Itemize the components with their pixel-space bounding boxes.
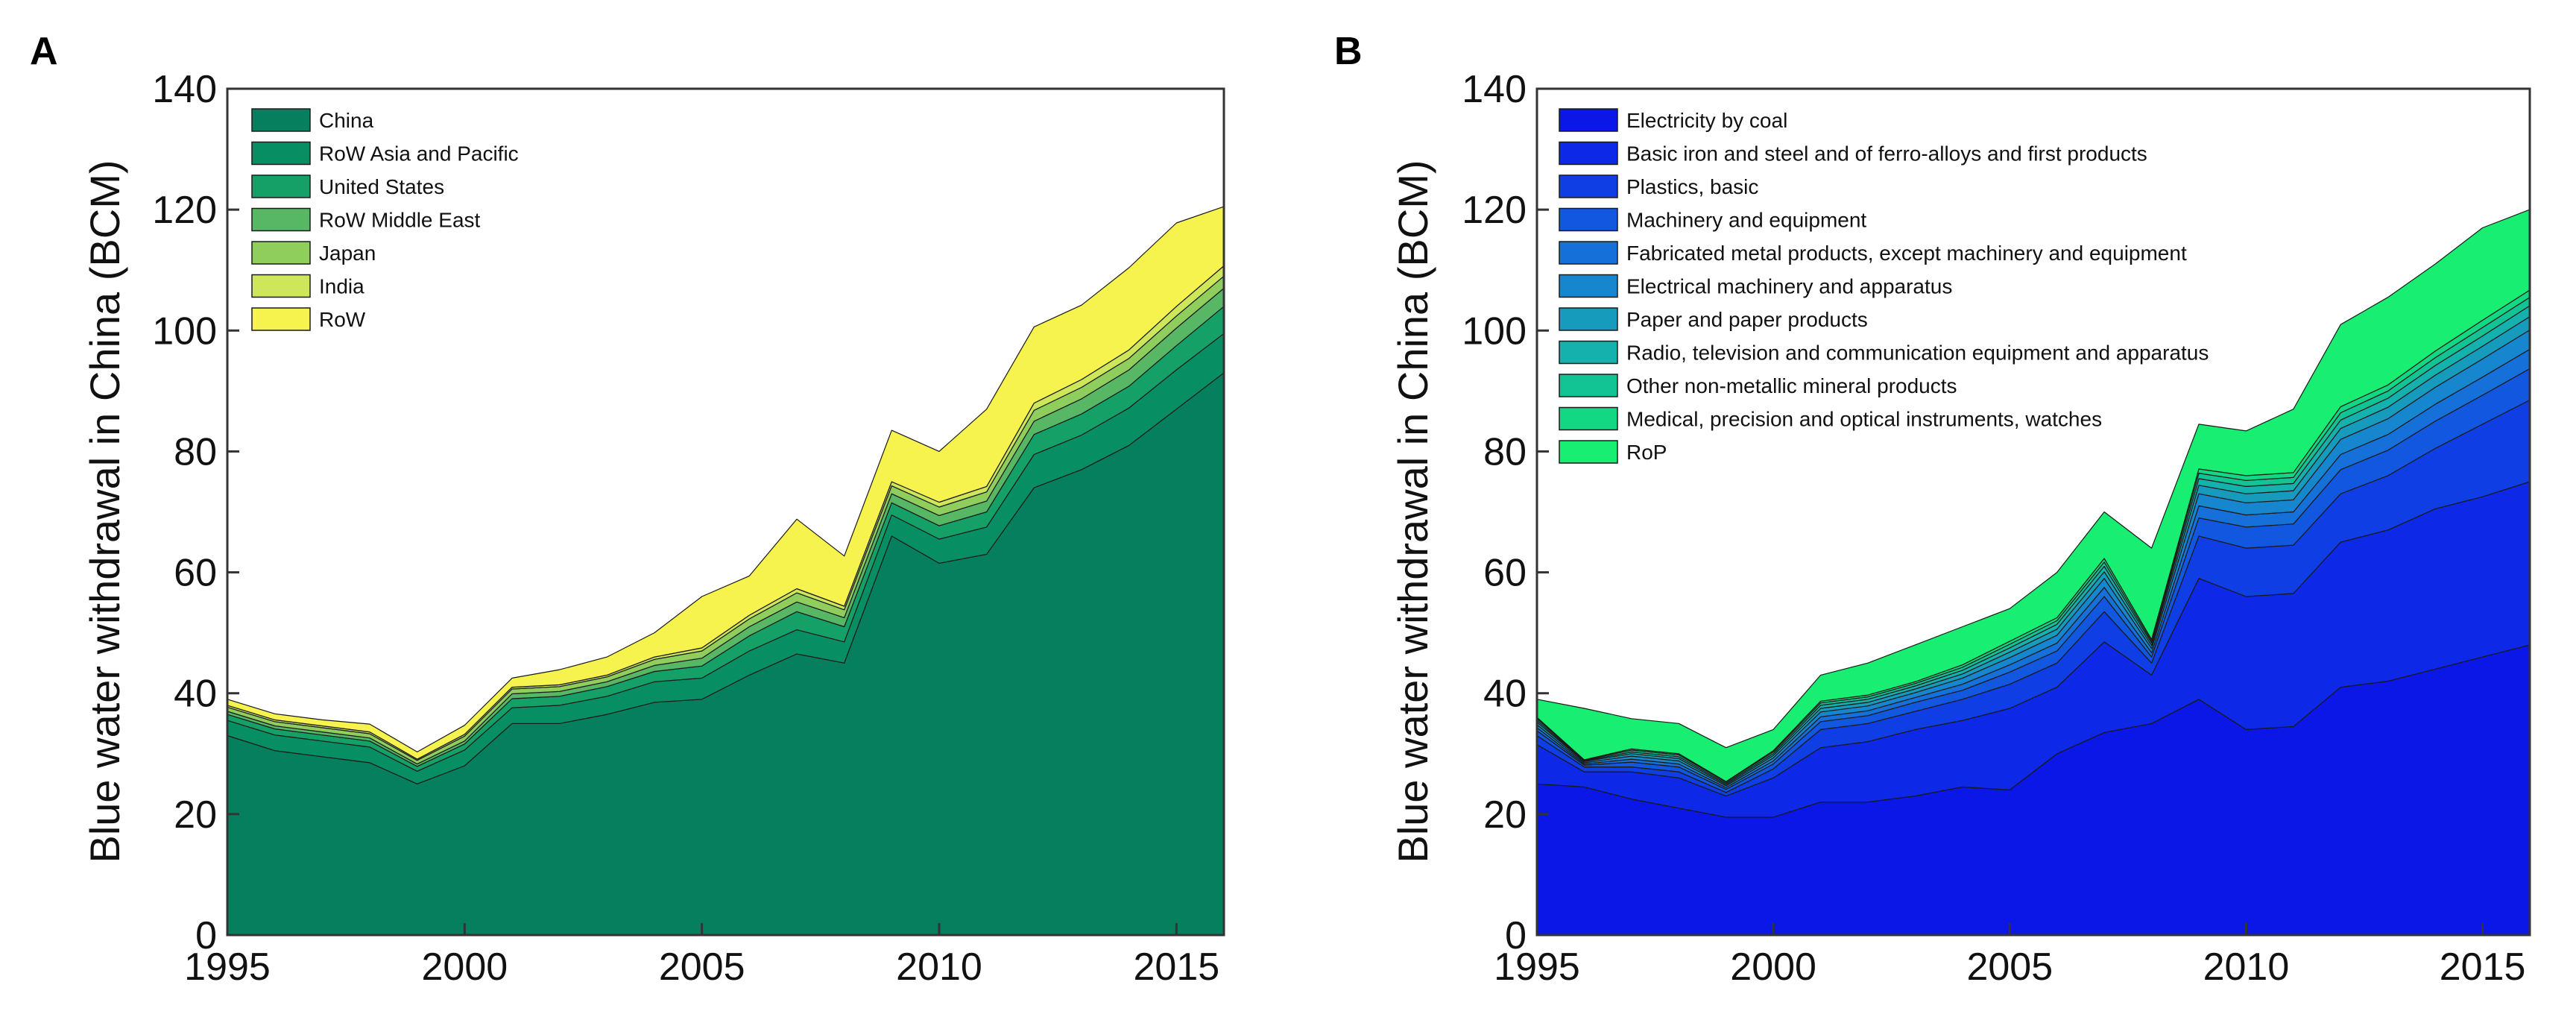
area-layers — [227, 206, 1225, 936]
y-tick-label: 80 — [1483, 430, 1527, 473]
y-tick-label: 40 — [1483, 673, 1527, 716]
x-tick-label: 1995 — [184, 945, 271, 989]
y-tick-label: 80 — [174, 430, 217, 473]
legend: China RoW Asia and Pacific United States Ro… — [251, 108, 519, 331]
legend-label: Basic iron and steel and of ferro-alloys… — [1626, 142, 2147, 166]
legend-swatch — [251, 108, 311, 132]
legend-swatch — [1559, 108, 1618, 132]
legend: Electricity by coal Basic iron and steel … — [1559, 108, 2209, 464]
y-tick-label: 20 — [174, 793, 217, 837]
plot-frame — [1535, 87, 2531, 937]
legend-label: India — [319, 275, 364, 298]
axis-ticks: 1995 2000 2005 2010 2015 0 20 40 60 80 100 120 140 — [1462, 68, 2525, 989]
x-tick-label: 2005 — [1966, 945, 2053, 989]
legend-label: Plastics, basic — [1626, 175, 1758, 198]
y-tick-label: 100 — [1462, 309, 1527, 353]
x-tick-label: 2015 — [1133, 945, 1219, 989]
y-tick-label: 120 — [1462, 189, 1527, 232]
legend-swatch — [1559, 406, 1618, 431]
legend-swatch — [1559, 241, 1618, 265]
x-tick-label: 2005 — [659, 945, 745, 989]
legend-label: China — [319, 109, 374, 132]
legend-swatch — [1559, 374, 1618, 397]
legend-swatch — [1559, 274, 1618, 298]
y-axis-title: Blue water withdrawal in China (BCM) — [81, 160, 128, 863]
panel-label: A — [30, 30, 58, 73]
area-layers — [1536, 209, 2531, 936]
legend-label: Paper and paper products — [1626, 308, 1868, 331]
legend-label: Radio, television and communication equi… — [1626, 342, 2209, 365]
legend-swatch — [251, 241, 311, 265]
legend-swatch — [1559, 440, 1618, 464]
legend-swatch — [1559, 174, 1618, 198]
legend-swatch — [251, 207, 311, 232]
legend-label: Machinery and equipment — [1626, 209, 1866, 232]
legend-label: Other non-metallic mineral products — [1626, 374, 1957, 397]
y-tick-label: 0 — [1505, 914, 1527, 957]
legend-label: RoW — [319, 308, 366, 331]
legend-label: RoP — [1626, 441, 1667, 464]
legend-label: Electrical machinery and apparatus — [1626, 275, 1952, 298]
x-tick-label: 2010 — [896, 945, 982, 989]
legend-label: United States — [319, 175, 444, 198]
legend-swatch — [251, 174, 311, 198]
y-tick-label: 20 — [1483, 793, 1527, 837]
legend-swatch — [1559, 307, 1618, 331]
panel-b: B 1995 2000 2005 2010 2015 0 20 40 60 80 100 120 140… — [1334, 30, 2531, 989]
legend-swatch — [251, 274, 311, 298]
legend-swatch — [251, 141, 311, 166]
x-tick-label: 2015 — [2440, 945, 2526, 989]
y-tick-label: 60 — [1483, 552, 1527, 595]
panel-a: A 1995 2000 2005 2010 2015 0 20 40 60 80 100 120 140… — [30, 30, 1225, 989]
y-tick-label: 40 — [174, 673, 217, 716]
y-tick-label: 120 — [152, 189, 217, 232]
legend-label: Japan — [319, 242, 376, 265]
y-axis-title: Blue water withdrawal in China (BCM) — [1389, 160, 1436, 863]
y-tick-label: 140 — [152, 68, 217, 111]
plot-frame — [226, 87, 1225, 937]
legend-label: Medical, precision and optical instrumen… — [1626, 408, 2102, 431]
legend-swatch — [1559, 340, 1618, 365]
y-tick-label: 140 — [1462, 68, 1527, 111]
panel-label: B — [1334, 30, 1363, 73]
legend-swatch — [1559, 141, 1618, 166]
y-tick-label: 60 — [174, 552, 217, 595]
legend-swatch — [1559, 207, 1618, 232]
legend-label: RoW Asia and Pacific — [319, 142, 519, 166]
legend-label: Fabricated metal products, except machin… — [1626, 242, 2187, 265]
x-tick-label: 1995 — [1494, 945, 1580, 989]
legend-label: RoW Middle East — [319, 209, 481, 232]
legend-label: Electricity by coal — [1626, 109, 1787, 132]
y-tick-label: 100 — [152, 309, 217, 353]
y-tick-label: 0 — [195, 914, 217, 957]
legend-swatch — [251, 307, 311, 331]
x-tick-label: 2010 — [2203, 945, 2290, 989]
x-tick-label: 2000 — [421, 945, 508, 989]
x-tick-label: 2000 — [1730, 945, 1816, 989]
axis-ticks: 1995 2000 2005 2010 2015 0 20 40 60 80 100 120 140 — [152, 68, 1219, 989]
